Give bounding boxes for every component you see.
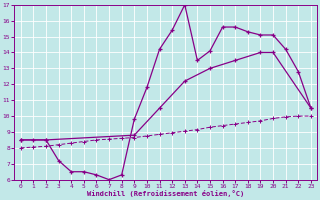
X-axis label: Windchill (Refroidissement éolien,°C): Windchill (Refroidissement éolien,°C) (87, 190, 244, 197)
